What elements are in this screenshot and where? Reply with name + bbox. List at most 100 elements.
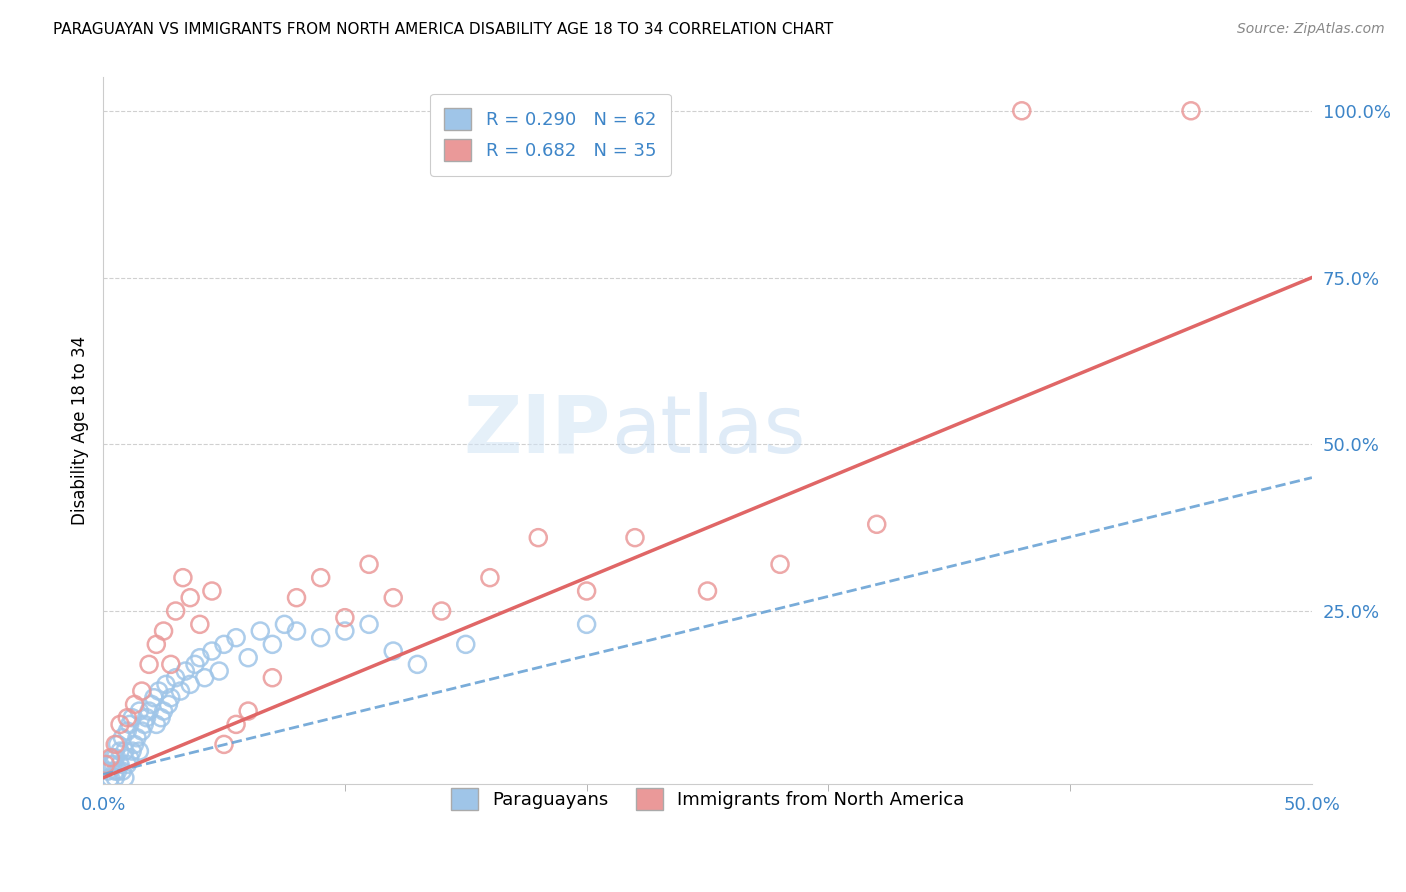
- Point: [97, 764, 120, 778]
- Point: [131, 684, 153, 698]
- Point: [188, 650, 211, 665]
- Point: [104, 764, 127, 778]
- Point: [150, 711, 173, 725]
- Text: Source: ZipAtlas.com: Source: ZipAtlas.com: [1237, 22, 1385, 37]
- Point: [104, 771, 127, 785]
- Point: [125, 731, 148, 745]
- Point: [527, 531, 550, 545]
- Point: [238, 650, 260, 665]
- Point: [128, 704, 150, 718]
- Point: [194, 671, 217, 685]
- Point: [100, 757, 122, 772]
- Point: [118, 750, 141, 764]
- Point: [101, 750, 124, 764]
- Point: [138, 704, 160, 718]
- Point: [201, 584, 224, 599]
- Point: [141, 698, 163, 712]
- Point: [285, 591, 308, 605]
- Point: [152, 624, 174, 638]
- Point: [454, 637, 477, 651]
- Point: [165, 671, 187, 685]
- Point: [100, 771, 122, 785]
- Point: [357, 617, 380, 632]
- Point: [382, 644, 405, 658]
- Point: [201, 644, 224, 658]
- Point: [128, 744, 150, 758]
- Legend: Paraguayans, Immigrants from North America: Paraguayans, Immigrants from North Ameri…: [436, 774, 979, 825]
- Point: [225, 631, 247, 645]
- Point: [333, 624, 356, 638]
- Point: [157, 698, 180, 712]
- Point: [357, 558, 380, 572]
- Point: [212, 637, 235, 651]
- Point: [179, 677, 201, 691]
- Point: [188, 617, 211, 632]
- Text: PARAGUAYAN VS IMMIGRANTS FROM NORTH AMERICA DISABILITY AGE 18 TO 34 CORRELATION : PARAGUAYAN VS IMMIGRANTS FROM NORTH AMER…: [53, 22, 834, 37]
- Point: [107, 738, 129, 752]
- Point: [155, 677, 177, 691]
- Point: [165, 604, 187, 618]
- Point: [145, 717, 167, 731]
- Point: [575, 617, 598, 632]
- Point: [273, 617, 295, 632]
- Point: [152, 704, 174, 718]
- Point: [131, 724, 153, 739]
- Point: [145, 637, 167, 651]
- Point: [117, 724, 139, 739]
- Point: [696, 584, 718, 599]
- Point: [117, 757, 139, 772]
- Point: [121, 744, 143, 758]
- Point: [142, 690, 165, 705]
- Point: [121, 711, 143, 725]
- Point: [184, 657, 207, 672]
- Point: [108, 717, 131, 731]
- Point: [118, 717, 141, 731]
- Point: [769, 558, 792, 572]
- Point: [866, 517, 889, 532]
- Point: [624, 531, 647, 545]
- Point: [114, 771, 136, 785]
- Point: [135, 711, 157, 725]
- Point: [134, 717, 156, 731]
- Point: [262, 637, 284, 651]
- Point: [101, 757, 124, 772]
- Point: [108, 744, 131, 758]
- Point: [172, 571, 194, 585]
- Point: [107, 764, 129, 778]
- Point: [94, 757, 117, 772]
- Point: [1011, 103, 1033, 118]
- Point: [285, 624, 308, 638]
- Point: [179, 591, 201, 605]
- Point: [117, 711, 139, 725]
- Point: [169, 684, 191, 698]
- Point: [159, 690, 181, 705]
- Point: [138, 657, 160, 672]
- Point: [159, 657, 181, 672]
- Point: [104, 750, 127, 764]
- Point: [104, 738, 127, 752]
- Point: [124, 738, 146, 752]
- Text: ZIP: ZIP: [464, 392, 610, 470]
- Point: [212, 738, 235, 752]
- Point: [148, 684, 170, 698]
- Point: [478, 571, 501, 585]
- Text: atlas: atlas: [610, 392, 806, 470]
- Point: [430, 604, 453, 618]
- Point: [100, 750, 122, 764]
- Point: [111, 764, 134, 778]
- Point: [111, 731, 134, 745]
- Point: [208, 664, 231, 678]
- Point: [238, 704, 260, 718]
- Point: [225, 717, 247, 731]
- Point: [333, 610, 356, 624]
- Y-axis label: Disability Age 18 to 34: Disability Age 18 to 34: [72, 336, 89, 525]
- Point: [249, 624, 271, 638]
- Point: [382, 591, 405, 605]
- Point: [309, 631, 332, 645]
- Point: [114, 744, 136, 758]
- Point: [406, 657, 429, 672]
- Point: [108, 757, 131, 772]
- Point: [309, 571, 332, 585]
- Point: [575, 584, 598, 599]
- Point: [174, 664, 197, 678]
